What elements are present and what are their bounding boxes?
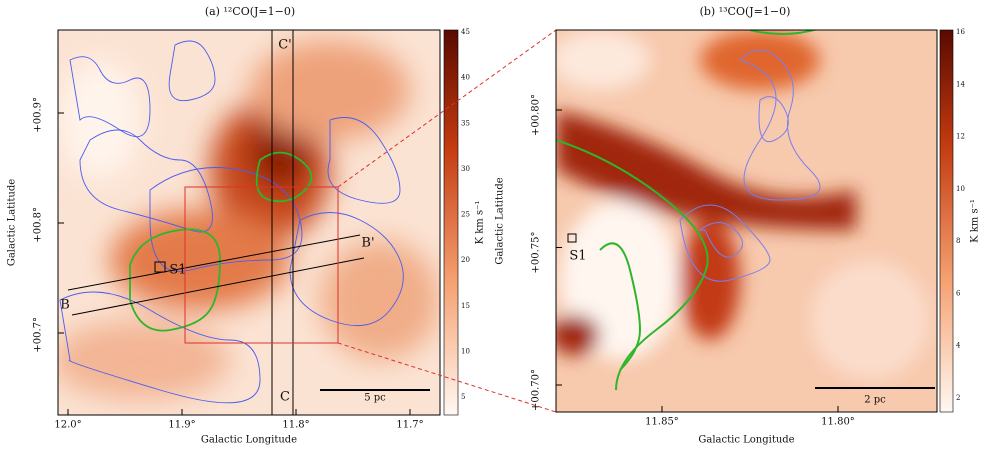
x-tick-label: 12.0° bbox=[54, 420, 81, 431]
annotation-source: S1 bbox=[169, 263, 186, 278]
annotation-scale: 2 pc bbox=[864, 395, 886, 406]
panel-title: (a) ¹²CO(J=1−0) bbox=[205, 5, 295, 18]
annotation-c-prime: C' bbox=[278, 38, 292, 53]
y-tick-label: +00.75° bbox=[531, 232, 542, 274]
colorbar-label: K km s⁻¹ bbox=[970, 199, 981, 243]
colorbar-label: K km s⁻¹ bbox=[475, 201, 486, 245]
y-axis-label: Galactic Latitude bbox=[495, 177, 506, 264]
x-tick-label: 11.8° bbox=[282, 420, 309, 431]
colorbar-tick-label: 10 bbox=[956, 185, 965, 193]
colorbar-tick-label: 12 bbox=[956, 133, 965, 141]
y-tick-label: +00.9° bbox=[33, 97, 44, 133]
colorbar-tick-label: 45 bbox=[461, 28, 470, 36]
colorbar-tick-label: 2 bbox=[956, 394, 960, 402]
annotation-source: S1 bbox=[569, 249, 586, 264]
annotation-scale: 5 pc bbox=[364, 393, 386, 404]
y-tick-label: +00.8° bbox=[33, 207, 44, 243]
annotation-c: C bbox=[280, 390, 290, 405]
colorbar-tick-label: 8 bbox=[956, 237, 960, 245]
x-tick-label: 11.9° bbox=[168, 420, 195, 431]
panel-title: (b) ¹³CO(J=1−0) bbox=[700, 5, 791, 18]
x-axis-label: Galactic Longitude bbox=[201, 435, 297, 446]
map-b bbox=[556, 30, 937, 412]
y-axis-label: Galactic Latitude bbox=[7, 179, 18, 266]
x-tick-label: 11.80° bbox=[821, 417, 855, 428]
map-a bbox=[58, 30, 440, 415]
colorbar-tick-label: 20 bbox=[461, 256, 470, 264]
colorbar-tick-label: 4 bbox=[956, 342, 961, 350]
colorbar-tick-label: 16 bbox=[956, 28, 965, 36]
y-tick-label: +00.7° bbox=[33, 317, 44, 353]
colorbar-tick-label: 14 bbox=[956, 80, 965, 88]
colorbar-tick-label: 15 bbox=[461, 302, 470, 310]
colorbar-tick-label: 25 bbox=[461, 211, 470, 219]
colorbar-tick-label: 40 bbox=[461, 74, 470, 82]
annotation-b-prime: B' bbox=[361, 236, 374, 251]
colorbar-tick-label: 5 bbox=[461, 393, 465, 401]
annotation-b: B bbox=[60, 298, 70, 313]
colorbar-tick-label: 6 bbox=[956, 289, 961, 297]
colorbar-tick-label: 10 bbox=[461, 347, 470, 355]
colorbar-tick-label: 30 bbox=[461, 165, 470, 173]
x-tick-label: 11.85° bbox=[645, 417, 679, 428]
colorbar-tick-label: 35 bbox=[461, 119, 470, 127]
y-tick-label: +00.80° bbox=[531, 94, 542, 136]
y-tick-label: +00.70° bbox=[531, 369, 542, 411]
x-axis-label: Galactic Longitude bbox=[698, 435, 794, 446]
x-tick-label: 11.7° bbox=[396, 420, 423, 431]
